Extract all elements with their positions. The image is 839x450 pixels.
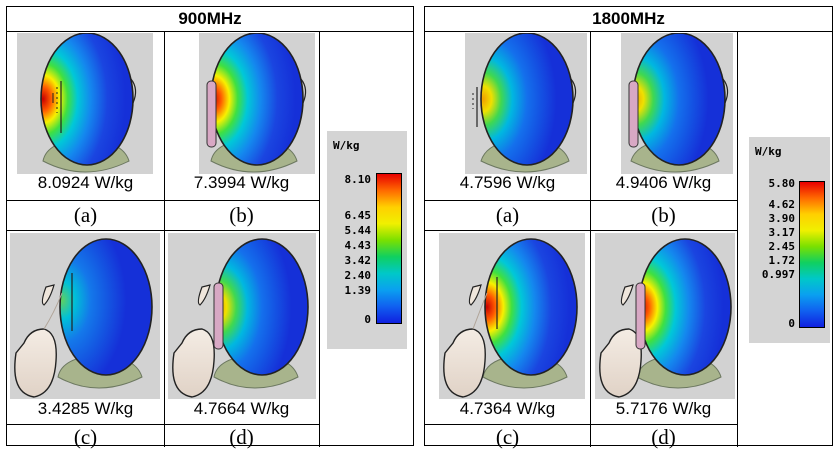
divider — [425, 424, 737, 425]
sar-value-d: 4.7664 W/kg — [193, 399, 290, 418]
sar-value-d: 5.7176 W/kg — [615, 399, 712, 418]
sar-simulation-image-d — [168, 233, 316, 399]
panel-1800mhz: 1800MHz 4.7596 W/kg (a) 4.9406 W/kg (b) — [424, 6, 833, 449]
legend-tick: 3.90 — [768, 212, 796, 225]
divider — [164, 31, 165, 447]
sar-value-b: 4.9406 W/kg — [615, 173, 712, 192]
divider — [425, 230, 737, 231]
sar-value-a: 8.0924 W/kg — [37, 173, 134, 192]
color-scale-legend: W/kg 5.80 4.62 3.90 3.17 2.45 1.72 0.997… — [749, 137, 830, 343]
subfigure-label-b: (b) — [229, 203, 254, 227]
sar-value-a: 4.7596 W/kg — [459, 173, 556, 192]
sar-value-b: 7.3994 W/kg — [193, 173, 290, 192]
legend-tick: 0.997 — [761, 268, 795, 281]
subfigure-label-d: (d) — [229, 425, 254, 449]
legend-tick: 3.42 — [344, 254, 372, 267]
panel-900mhz: 900MHz 8.0924 W/kg (a) 7.3994 W/kg (b) — [6, 6, 414, 449]
divider — [7, 230, 319, 231]
divider — [737, 31, 738, 447]
divider — [425, 200, 737, 201]
sar-simulation-image-b — [621, 32, 733, 174]
legend-tick: 4.43 — [344, 239, 372, 252]
legend-tick: 1.72 — [768, 254, 796, 267]
sar-value-c: 3.4285 W/kg — [37, 399, 134, 418]
legend-tick: 4.62 — [768, 198, 796, 211]
sar-simulation-image-a — [17, 32, 153, 174]
subfigure-label-b: (b) — [651, 203, 676, 227]
legend-unit: W/kg — [333, 139, 360, 152]
legend-tick: 5.44 — [344, 224, 372, 237]
sar-simulation-image-d — [595, 233, 735, 399]
subfigure-label-d: (d) — [651, 425, 676, 449]
color-scale-legend: W/kg 8.10 6.45 5.44 4.43 3.42 2.40 1.39 … — [327, 131, 407, 349]
legend-tick: 1.39 — [344, 284, 372, 297]
panel-title: 1800MHz — [425, 7, 832, 32]
legend-unit: W/kg — [755, 145, 782, 158]
subfigure-label-c: (c) — [495, 425, 520, 449]
sar-simulation-image-c — [439, 233, 585, 399]
panel-title: 900MHz — [7, 7, 413, 32]
divider — [7, 200, 319, 201]
sar-simulation-image-c — [10, 233, 160, 399]
legend-tick: 2.45 — [768, 240, 796, 253]
legend-tick: 8.10 — [344, 173, 372, 186]
legend-tick: 6.45 — [344, 209, 372, 222]
divider — [590, 31, 591, 447]
subfigure-label-c: (c) — [73, 425, 98, 449]
subfigure-label-a: (a) — [495, 203, 520, 227]
legend-tick: 0 — [364, 313, 371, 326]
color-scale-bar — [376, 173, 402, 324]
sar-simulation-image-a — [465, 32, 587, 174]
divider — [7, 424, 319, 425]
legend-tick: 2.40 — [344, 269, 372, 282]
legend-tick: 0 — [788, 317, 795, 330]
color-scale-bar — [799, 181, 825, 328]
divider — [319, 31, 320, 447]
legend-tick: 5.80 — [768, 177, 796, 190]
subfigure-label-a: (a) — [73, 203, 98, 227]
sar-simulation-image-b — [199, 32, 315, 174]
legend-tick: 3.17 — [768, 226, 796, 239]
sar-value-c: 4.7364 W/kg — [459, 399, 556, 418]
